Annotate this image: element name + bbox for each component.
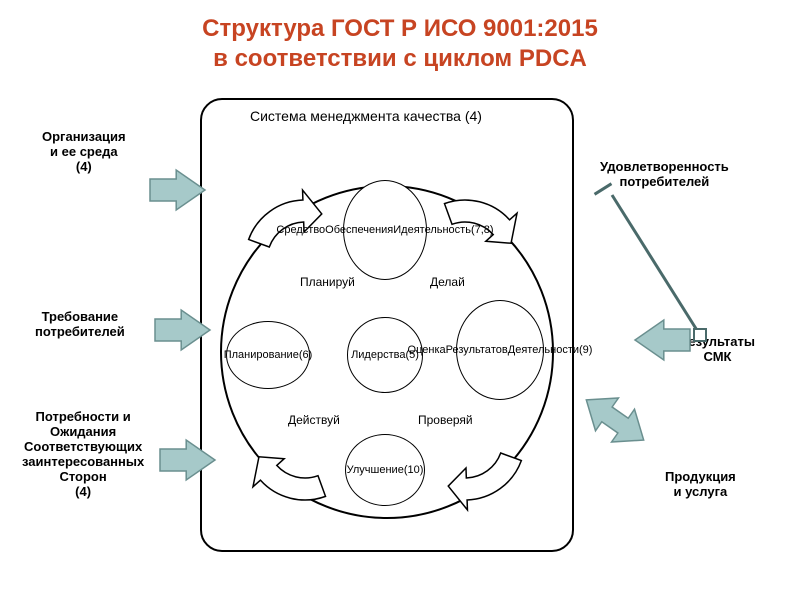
pdca-diagram: Структура ГОСТ Р ИСО 9001:2015 в соответ… <box>0 0 800 600</box>
io-arrows <box>0 0 800 600</box>
